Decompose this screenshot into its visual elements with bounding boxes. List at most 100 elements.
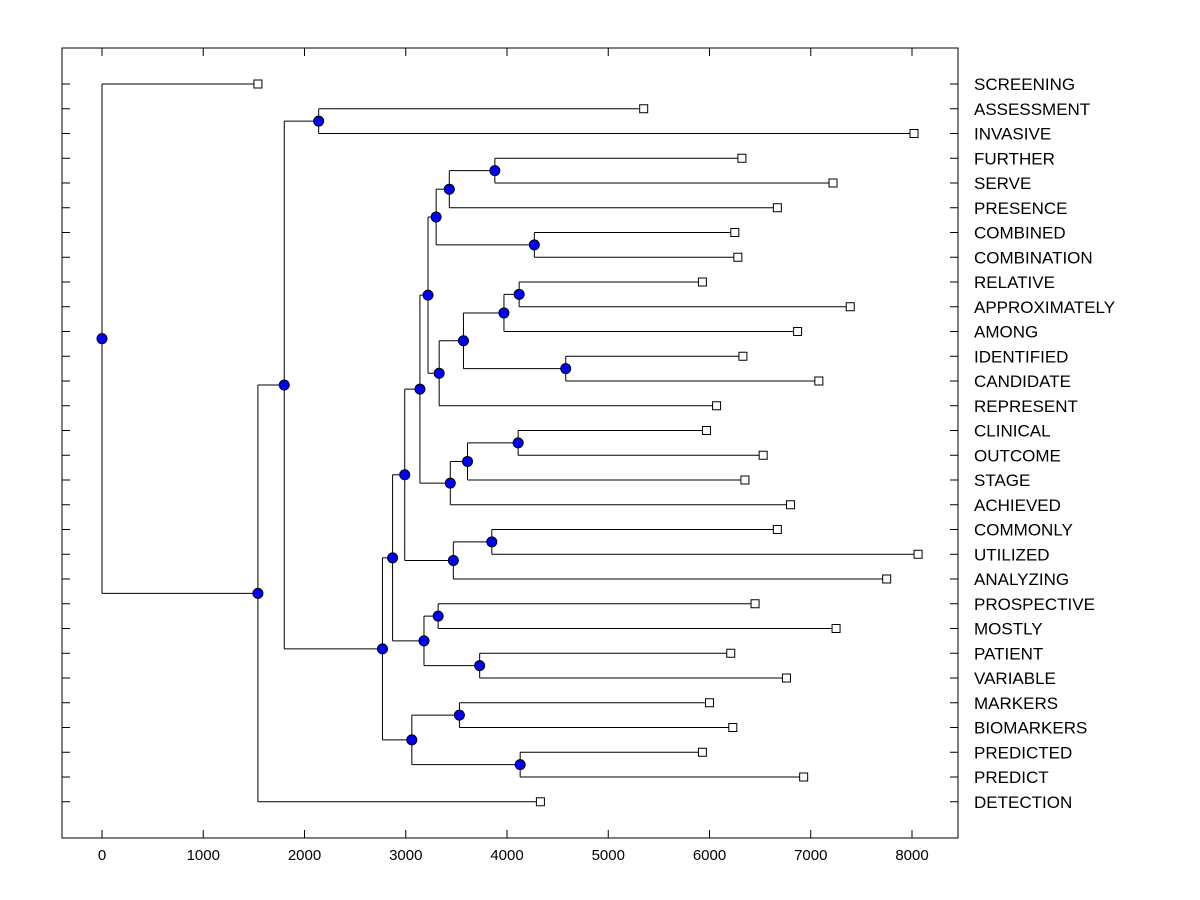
merge-node-n_fsp <box>443 183 455 195</box>
leaf-label-further: FURTHER <box>974 149 1055 168</box>
leaf-label-identified: IDENTIFIED <box>974 347 1068 366</box>
merge-node-n_assess_inv <box>313 115 325 127</box>
leaf-label-presence: PRESENCE <box>974 199 1068 218</box>
leaf-marker-achieved <box>786 500 795 510</box>
leaf-label-detection: DETECTION <box>974 793 1072 812</box>
leaf-label-utilized: UTILIZED <box>974 545 1050 564</box>
x-tick-label-7000: 7000 <box>794 847 827 864</box>
merge-nodes <box>96 115 572 771</box>
leaf-marker-presence <box>772 203 782 213</box>
leaf-label-combined: COMBINED <box>974 224 1066 243</box>
merge-node-n_id_cand <box>560 363 572 375</box>
leaf-marker-candidate <box>814 376 824 386</box>
merge-node-n_pmpv <box>418 635 430 647</box>
merge-node-n_raaic <box>457 335 469 347</box>
merge-node-n_cosa <box>444 477 456 489</box>
leaf-label-approximately: APPROXIMATELY <box>974 298 1115 317</box>
merge-node-n_cli_out <box>512 437 524 449</box>
leaf-label-prospective: PROSPECTIVE <box>974 595 1095 614</box>
leaf-label-patient: PATIENT <box>974 644 1043 663</box>
x-tick-label-4000: 4000 <box>490 847 523 864</box>
merge-node-n_raaicr <box>433 367 445 379</box>
leaf-marker-biomarkers <box>728 723 738 732</box>
merge-node-n_rel_app <box>513 288 525 300</box>
leaf-label-commonly: COMMONLY <box>974 521 1073 540</box>
leaf-label-invasive: INVASIVE <box>974 125 1051 144</box>
leaf-marker-variable <box>781 673 791 683</box>
leaf-markers <box>253 79 923 807</box>
leaf-marker-utilized <box>913 549 923 559</box>
merge-node-n_mbp <box>406 734 418 746</box>
leaf-marker-identified <box>738 351 748 361</box>
leaf-label-predicted: PREDICTED <box>974 743 1072 762</box>
x-tick-label-1000: 1000 <box>187 847 220 864</box>
merge-node-n_pat_var <box>474 660 486 672</box>
leaf-label-mostly: MOSTLY <box>974 620 1043 639</box>
plot-frame <box>61 47 959 839</box>
merge-node-n_fur_serve <box>489 165 501 177</box>
x-tick-label-5000: 5000 <box>592 847 625 864</box>
leaf-label-outcome: OUTCOME <box>974 446 1061 465</box>
leaf-marker-clinical <box>701 426 711 435</box>
merge-node-n_raa <box>498 307 510 319</box>
leaf-marker-approximately <box>845 302 855 312</box>
leaf-marker-mostly <box>831 624 841 633</box>
leaf-marker-patient <box>726 648 736 658</box>
leaf-marker-predict <box>799 772 809 782</box>
leaf-label-achieved: ACHIEVED <box>974 496 1061 515</box>
leaf-marker-invasive <box>909 129 919 138</box>
leaf-marker-prospective <box>750 599 760 609</box>
x-tick-label-0: 0 <box>98 847 106 864</box>
merge-node-n_cos <box>462 455 474 467</box>
leaf-marker-combined <box>730 228 740 237</box>
merge-node-n_mid3 <box>399 469 411 481</box>
leaf-label-screening: SCREENING <box>974 75 1075 94</box>
merge-node-n_mid <box>422 289 434 301</box>
leaf-label-among: AMONG <box>974 323 1038 342</box>
leaf-label-stage: STAGE <box>974 471 1030 490</box>
merge-node-n_root <box>96 333 108 345</box>
merge-node-n_mark_bio <box>453 709 465 721</box>
leaf-label-variable: VARIABLE <box>974 669 1056 688</box>
dendrogram-links <box>101 83 919 803</box>
merge-node-n_cua <box>447 554 459 566</box>
leaf-marker-markers <box>705 698 714 708</box>
merge-node-n_bigd <box>252 587 264 599</box>
leaf-marker-screening <box>253 79 263 89</box>
leaf-labels: SCREENING ASSESSMENT INVASIVE FURTHER SERVE P… <box>974 75 1115 812</box>
leaf-marker-combination <box>733 252 743 262</box>
x-tick-label-2000: 2000 <box>288 847 321 864</box>
x-tick-label-8000: 8000 <box>895 847 928 864</box>
leaf-label-clinical: CLINICAL <box>974 422 1051 441</box>
leaf-label-represent: REPRESENT <box>974 397 1078 416</box>
merge-node-n_fspc <box>430 211 442 223</box>
leaf-label-markers: MARKERS <box>974 694 1058 713</box>
leaf-marker-predicted <box>697 747 707 757</box>
merge-node-n_mid4 <box>387 552 399 564</box>
leaf-label-combination: COMBINATION <box>974 248 1093 267</box>
leaf-marker-further <box>737 153 747 163</box>
leaf-marker-stage <box>740 475 750 485</box>
x-tick-label-6000: 6000 <box>693 847 726 864</box>
leaf-marker-serve <box>828 178 838 188</box>
merge-node-n_com_util <box>486 536 498 548</box>
leaf-label-analyzing: ANALYZING <box>974 570 1069 589</box>
merge-node-n_pred <box>514 759 526 771</box>
axis-ticks: 0 1000 2000 3000 4000 5000 6000 7000 8000 <box>62 48 958 864</box>
merge-node-n_mid2 <box>414 383 426 395</box>
leaf-marker-analyzing <box>882 574 892 584</box>
merge-node-n_comb <box>528 239 540 251</box>
leaf-marker-commonly <box>772 525 782 534</box>
leaf-label-candidate: CANDIDATE <box>974 372 1071 391</box>
leaf-marker-relative <box>697 277 707 287</box>
leaf-marker-detection <box>535 797 545 807</box>
merge-node-n_mid5 <box>376 643 388 655</box>
leaf-label-assessment: ASSESSMENT <box>974 100 1090 119</box>
leaf-label-biomarkers: BIOMARKERS <box>974 719 1087 738</box>
leaf-marker-assessment <box>639 104 649 114</box>
leaf-marker-represent <box>712 401 722 411</box>
leaf-label-relative: RELATIVE <box>974 273 1055 292</box>
x-tick-label-3000: 3000 <box>389 847 422 864</box>
leaf-marker-among <box>793 327 803 336</box>
